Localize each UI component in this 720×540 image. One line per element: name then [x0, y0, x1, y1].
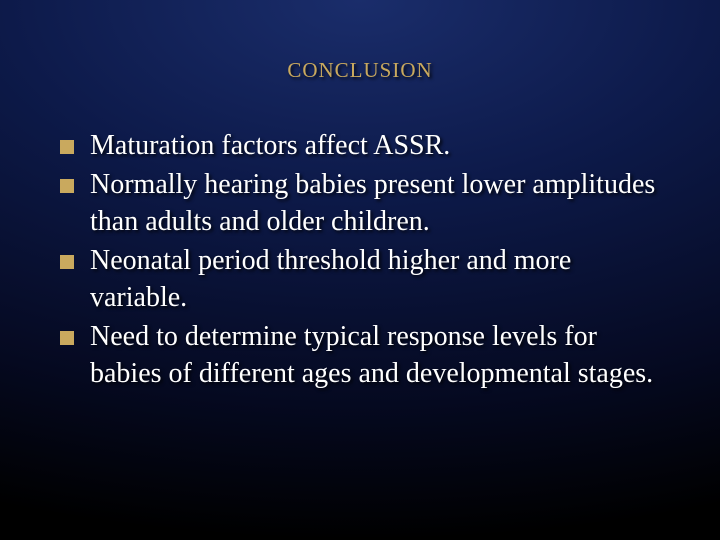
list-item: Maturation factors affect ASSR. [60, 128, 670, 165]
square-bullet-icon [60, 179, 74, 193]
list-item: Normally hearing babies present lower am… [60, 167, 670, 241]
square-bullet-icon [60, 140, 74, 154]
bullet-text: Need to determine typical response level… [90, 319, 670, 393]
slide-title: CONCLUSION [0, 58, 720, 83]
bullet-text: Neonatal period threshold higher and mor… [90, 243, 670, 317]
slide: CONCLUSION Maturation factors affect ASS… [0, 0, 720, 540]
list-item: Need to determine typical response level… [60, 319, 670, 393]
list-item: Neonatal period threshold higher and mor… [60, 243, 670, 317]
bullet-text: Maturation factors affect ASSR. [90, 128, 450, 165]
bullet-text: Normally hearing babies present lower am… [90, 167, 670, 241]
square-bullet-icon [60, 331, 74, 345]
bullet-list: Maturation factors affect ASSR. Normally… [60, 128, 670, 395]
square-bullet-icon [60, 255, 74, 269]
